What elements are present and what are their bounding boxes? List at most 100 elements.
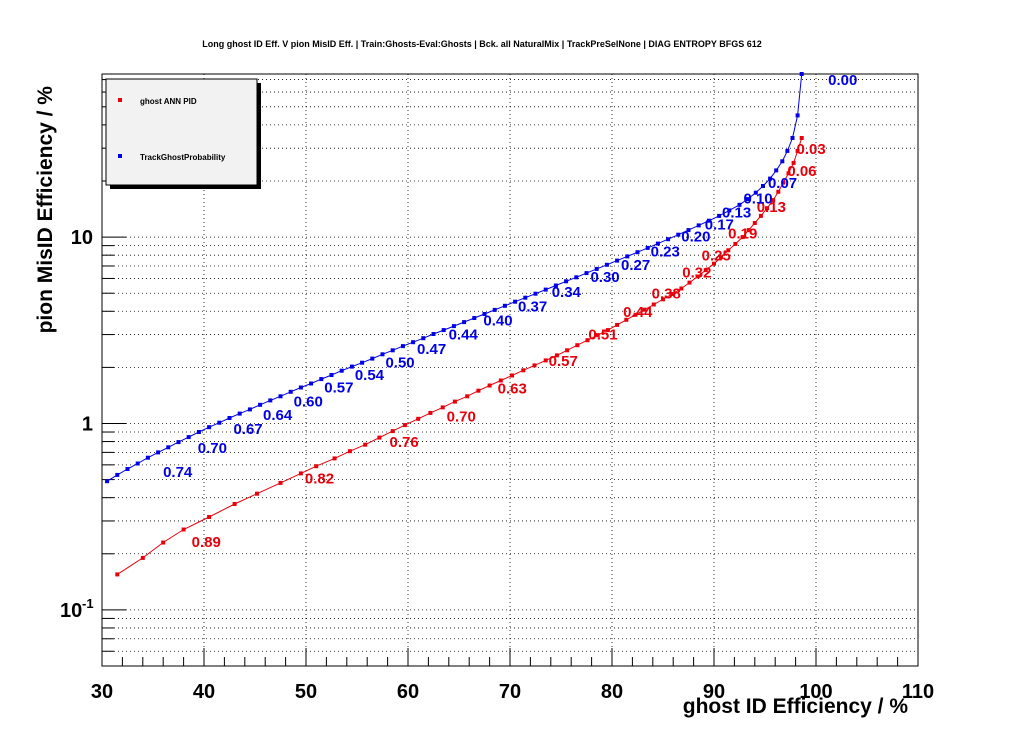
data-point [604,262,609,267]
data-point [268,398,273,403]
data-point [402,423,407,428]
data-label: 0.70 [198,440,227,457]
data-point [125,467,130,471]
data-point [232,502,237,506]
data-point [666,237,671,242]
data-point [329,373,334,377]
data-point [314,464,319,469]
legend-marker-ghost-ann-pid [118,98,122,102]
data-point [196,430,201,434]
data-point [349,364,354,369]
data-point [565,348,570,353]
data-label: 0.89 [192,534,221,551]
data-label: 0.38 [652,286,681,303]
data-point [765,206,769,211]
y-axis-title: pion MisID Efficiency / % [34,86,57,334]
data-point [105,479,110,484]
y-tick-label: 1 [82,413,93,435]
x-tick-label: 70 [499,681,521,703]
data-point [532,363,537,368]
data-label: 0.03 [797,141,826,158]
data-point [502,303,507,308]
data-point [633,312,638,317]
data-point [207,515,212,519]
data-point [615,258,620,263]
data-point [278,394,283,399]
x-tick-label: 100 [799,681,832,703]
data-point [319,377,324,382]
y-tick-label-exponent: -1 [82,596,94,611]
data-point [786,171,791,176]
data-point [476,388,481,393]
data-point [278,480,283,485]
data-point [156,450,161,455]
data-point [790,136,795,140]
data-point [717,213,722,218]
data-point [176,440,181,445]
data-point [181,527,186,532]
data-label: 0.57 [324,379,353,396]
data-label: 0.17 [705,216,734,233]
data-label: 0.74 [163,464,193,481]
data-point [521,368,526,373]
data-point [492,307,497,312]
data-point [564,279,569,284]
data-label: 0.76 [390,434,419,451]
data-point [465,394,470,399]
data-point [227,416,232,420]
data-point [706,218,711,223]
series-trackghostprobability: 0.740.700.670.640.600.570.540.500.470.44… [105,72,857,484]
data-label: 0.10 [743,191,772,208]
data-point [145,455,150,460]
data-point [781,180,786,185]
data-point [595,333,600,338]
data-label: 0.57 [549,353,578,370]
data-point [498,378,503,383]
x-tick-label: 40 [193,681,215,703]
data-point [746,228,751,233]
data-point [533,291,538,296]
data-label: 0.50 [385,355,414,372]
x-axis-title: ghost ID Efficiency / % [683,695,909,718]
data-point [624,317,629,322]
data-point [523,295,528,300]
data-point [642,307,647,312]
data-label: 0.25 [702,248,731,265]
data-point [462,320,467,325]
data-point [440,405,445,410]
data-point [727,208,732,213]
series-ghost-ann-pid: 0.890.820.760.700.630.570.510.440.380.32… [115,136,826,577]
data-point [795,113,800,118]
data-point [791,160,796,165]
data-point [585,338,590,343]
data-label: 0.23 [651,243,680,260]
data-point [799,136,804,140]
data-point [390,348,395,353]
x-tick-labels: 30 40 50 60 70 80 90 100 110 [91,681,934,703]
data-point [774,168,779,173]
data-point [776,189,781,194]
x-tick-label: 90 [703,681,725,703]
data-point [703,268,708,273]
data-point [740,235,745,240]
data-point [166,445,171,450]
x-tick-label: 30 [91,681,113,703]
data-point [687,280,692,285]
data-point [594,266,599,271]
data-label: 0.34 [552,284,582,301]
data-point [441,328,446,333]
data-label: 0.37 [518,299,547,316]
data-label: 0.07 [768,175,797,192]
data-point [482,312,487,316]
data-point [115,572,120,577]
data-label: 0.63 [498,381,527,398]
data-point [676,232,681,237]
data-point [237,411,242,416]
data-point [363,442,368,447]
data-label: 0.00 [828,72,857,89]
data-point [255,491,259,496]
data-point [752,221,757,225]
data-point [161,540,166,545]
data-point [758,213,763,218]
